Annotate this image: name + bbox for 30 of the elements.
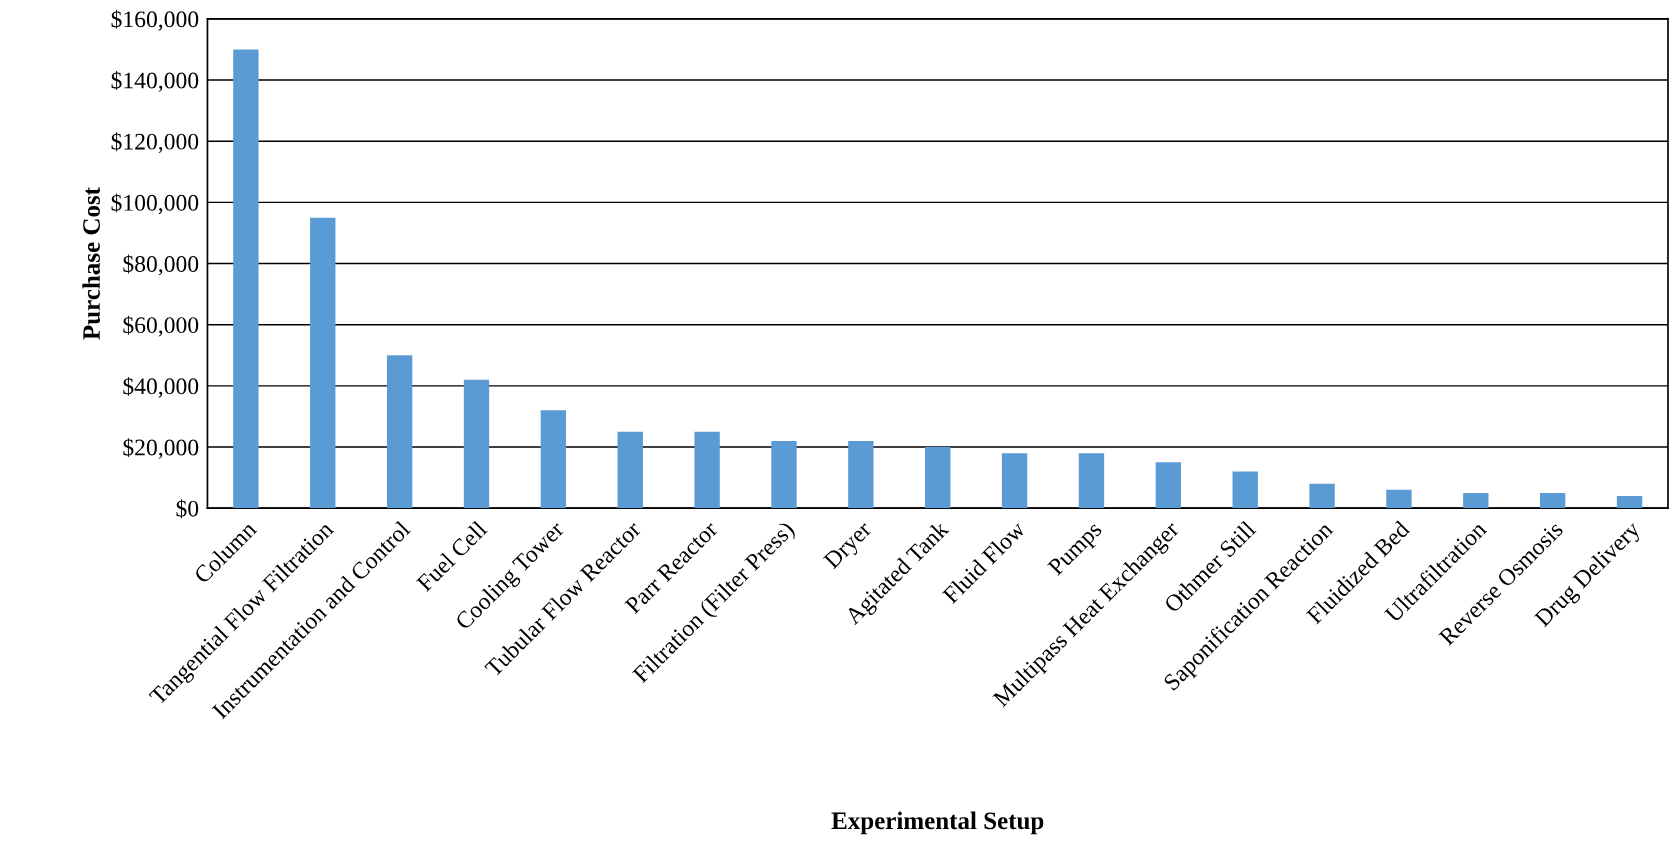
- y-tick-label: $160,000: [111, 9, 199, 31]
- bar: [1616, 495, 1643, 509]
- y-tick-label: $140,000: [111, 71, 199, 92]
- y-tick-label: $20,000: [123, 438, 199, 459]
- bar: [1463, 492, 1489, 509]
- y-tick-label: $60,000: [123, 315, 199, 337]
- y-axis-title: Purchase Cost: [82, 187, 100, 340]
- bar: [310, 217, 336, 509]
- bar: [848, 440, 874, 509]
- y-tick-label: $100,000: [111, 193, 199, 215]
- y-tick-label: $0: [176, 499, 199, 519]
- bar: [1078, 453, 1105, 509]
- bar: [617, 431, 643, 509]
- bar: [386, 355, 413, 509]
- bar: [925, 447, 951, 509]
- bar: [1309, 483, 1335, 509]
- bar: [1386, 489, 1412, 509]
- bar: [694, 431, 720, 509]
- bar: [1539, 492, 1566, 509]
- y-tick-label: $120,000: [111, 132, 199, 154]
- bar: [463, 379, 490, 509]
- y-tick-label: $40,000: [123, 376, 199, 398]
- bar: [233, 49, 259, 509]
- bar: [1155, 462, 1182, 509]
- y-tick-label: $80,000: [123, 254, 199, 276]
- bar: [1232, 471, 1258, 509]
- x-axis-title: Experimental Setup: [831, 811, 1044, 835]
- bar: [771, 440, 797, 509]
- bar: [1001, 453, 1028, 509]
- bar: [540, 410, 567, 509]
